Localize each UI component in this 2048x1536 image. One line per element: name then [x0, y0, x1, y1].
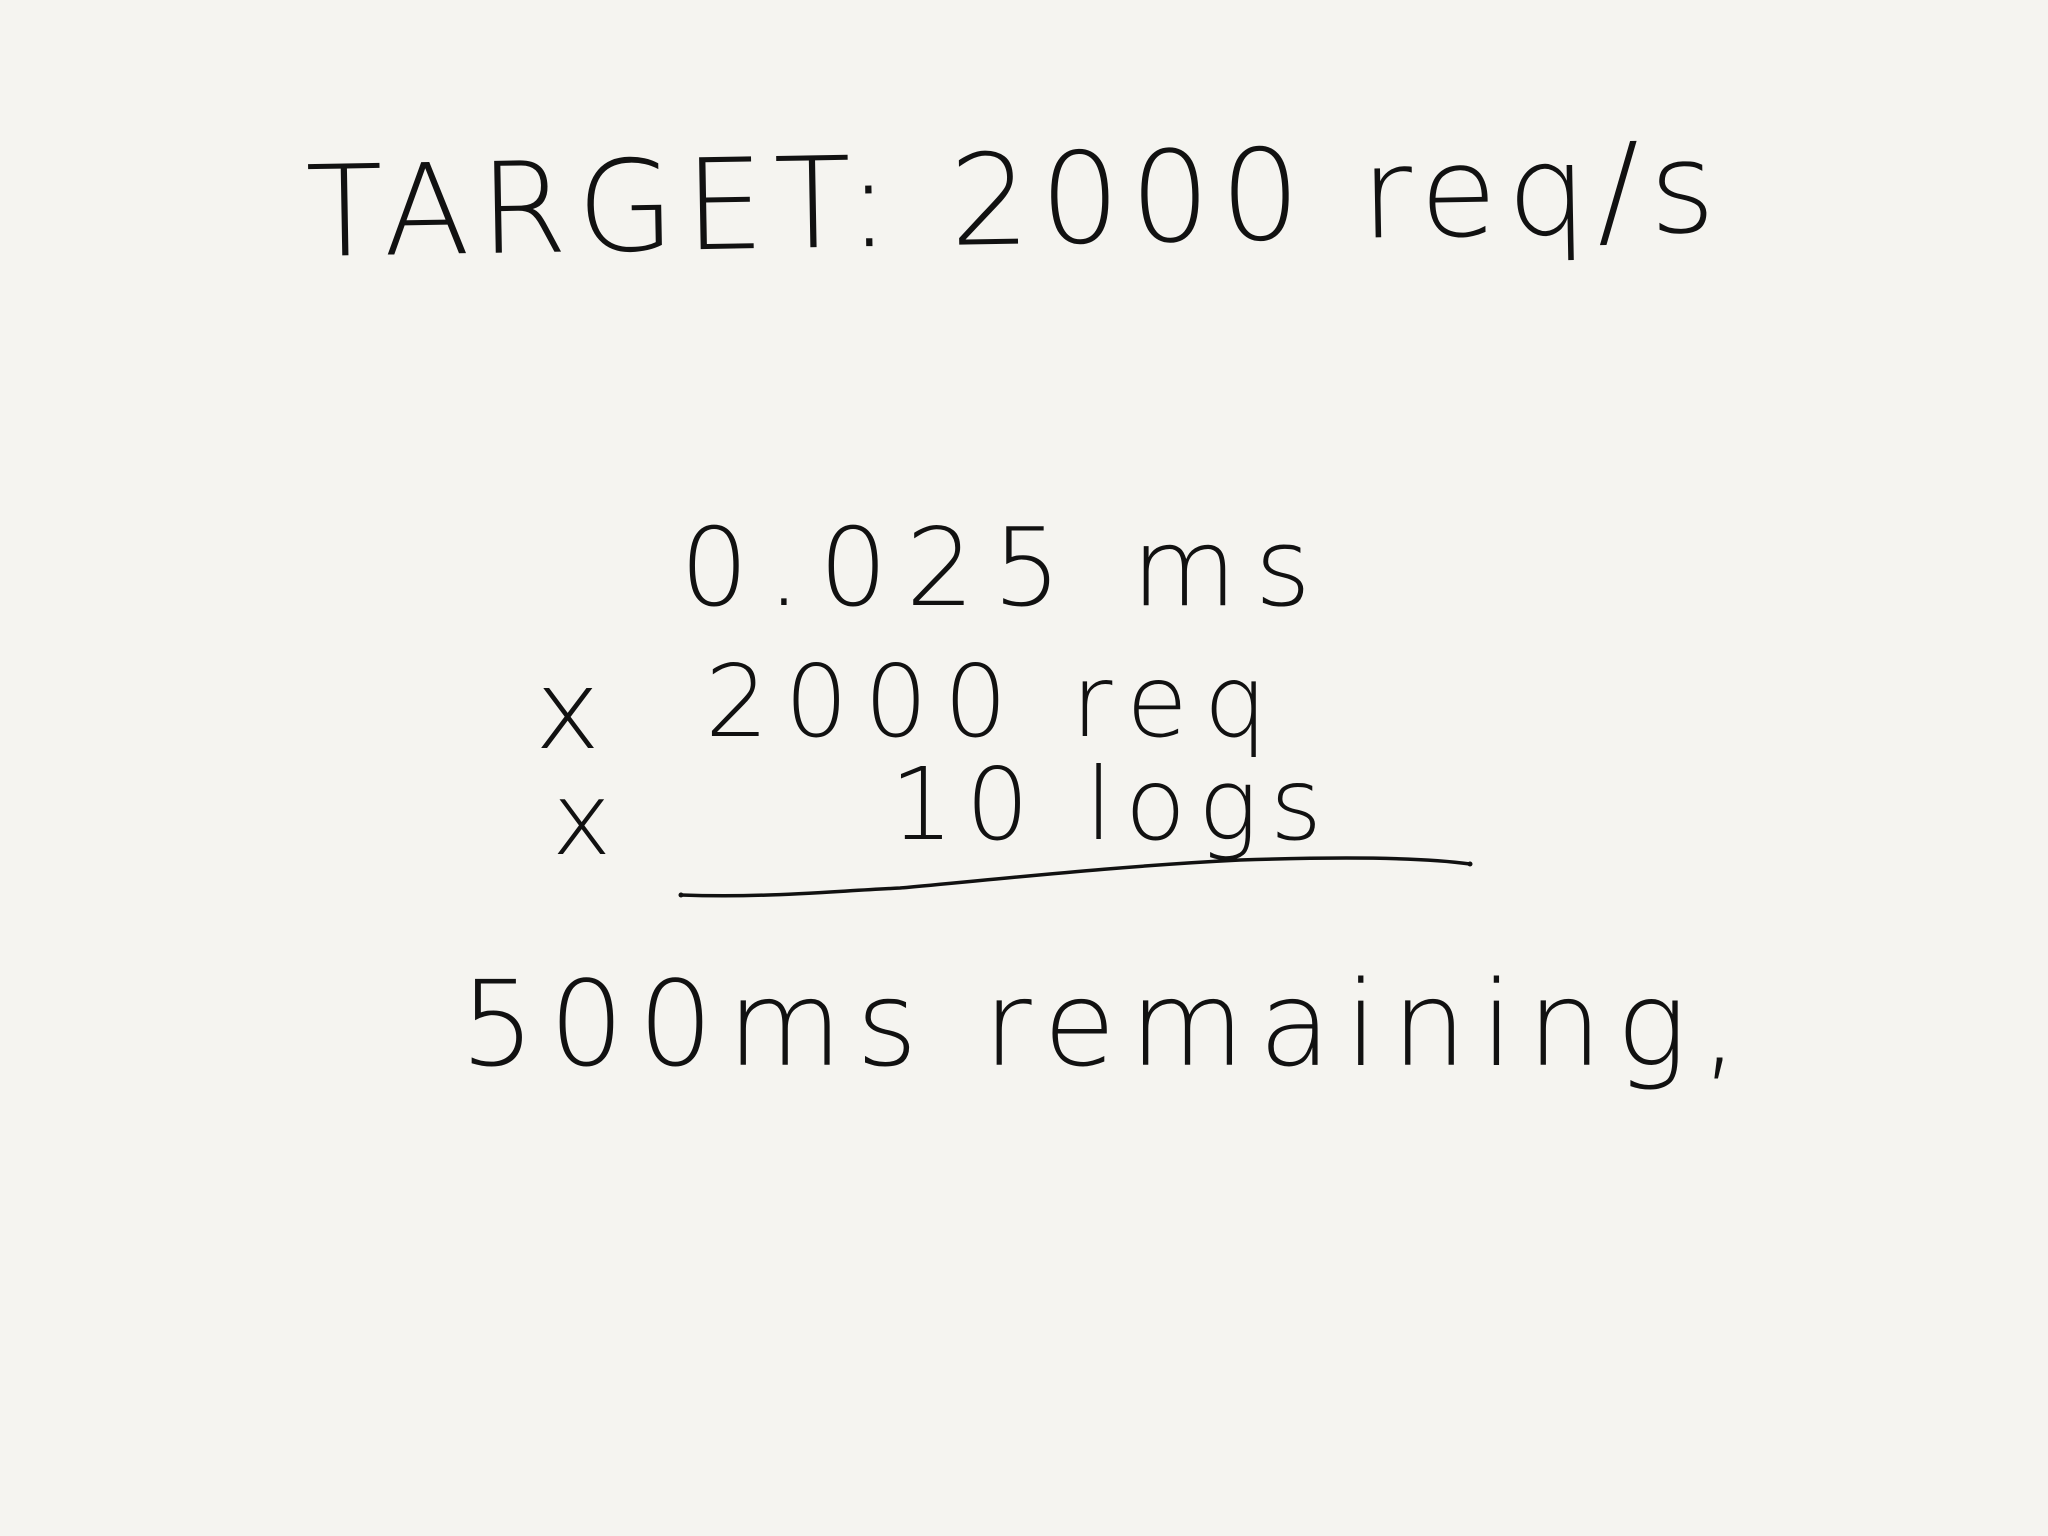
- calculation-operand-3: 10 logs: [890, 746, 1335, 863]
- result-text: 500ms remaining,: [460, 955, 1753, 1093]
- target-heading: TARGET: 2000 req/s: [304, 114, 1727, 286]
- multiply-operator-1: x: [535, 646, 601, 774]
- calculation-operand-1: 0.025 ms: [680, 506, 1329, 631]
- calculation-operand-2: 2000 req: [705, 643, 1284, 760]
- multiply-operator-2: x: [552, 761, 612, 878]
